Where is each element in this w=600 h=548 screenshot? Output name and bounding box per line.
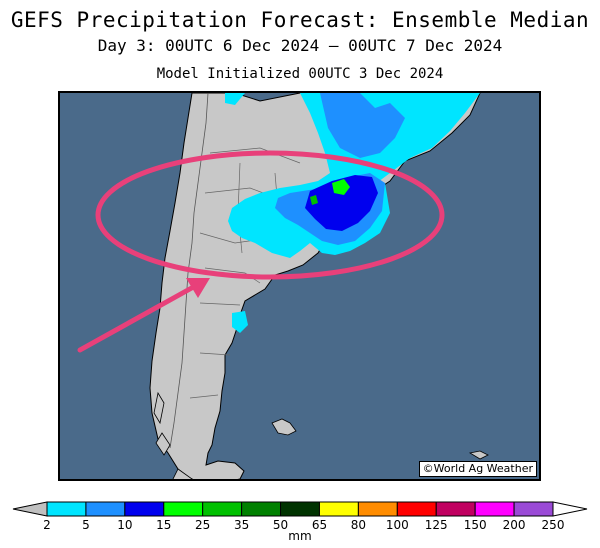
colorbar-swatch — [241, 501, 282, 517]
colorbar-tick-label: 80 — [351, 518, 366, 532]
colorbar-swatch — [202, 501, 243, 517]
colorbar-tick-label: 100 — [386, 518, 409, 532]
colorbar-tick-label: 150 — [464, 518, 487, 532]
precipitation-map: ©World Ag Weather — [58, 91, 541, 481]
colorbar-swatch — [513, 501, 554, 517]
colorbar-swatch — [85, 501, 126, 517]
precip-2-5mm-south — [232, 311, 248, 333]
colorbar-swatch — [357, 501, 398, 517]
annotation-arrow — [77, 282, 200, 353]
colorbar-swatch — [474, 501, 515, 517]
colorbar-tick-label: 5 — [82, 518, 90, 532]
colorbar-swatch — [396, 501, 437, 517]
colorbar-under-triangle — [12, 501, 48, 517]
colorbar-swatch — [46, 501, 87, 517]
south-georgia-island — [468, 450, 489, 460]
colorbar-ticks: 2 5 10 15 25 35 50 65 80 100 125 150 200 250 — [43, 518, 564, 532]
colorbar-unit: mm — [288, 529, 311, 543]
colorbar-swatch — [318, 501, 359, 517]
precip-10-15mm — [305, 175, 378, 231]
andes-border — [169, 93, 209, 449]
colorbar-tick-label: 15 — [156, 518, 171, 532]
credit-label: ©World Ag Weather — [418, 461, 537, 477]
precip-shading — [225, 93, 480, 333]
colorbar-tick-label: 200 — [503, 518, 526, 532]
model-init-time: Model Initialized 00UTC 3 Dec 2024 — [156, 66, 444, 82]
colorbar: 2 5 10 15 25 35 50 65 80 100 125 150 200 250 mm — [12, 501, 588, 543]
map-title: GEFS Precipitation Forecast: Ensemble Me… — [10, 8, 590, 32]
colorbar-tick-label: 65 — [312, 518, 327, 532]
colorbar-tick-label: 10 — [117, 518, 132, 532]
precip-25-35mm — [310, 195, 318, 205]
colorbar-tick-label: 35 — [234, 518, 249, 532]
colorbar-tick-label: 2 — [43, 518, 51, 532]
southern-islands — [153, 391, 193, 479]
colorbar-boxes — [12, 501, 588, 517]
annotation-arrowhead — [186, 278, 210, 298]
colorbar-tick-label: 25 — [195, 518, 210, 532]
colorbar-tick-label: 50 — [273, 518, 288, 532]
colorbar-swatch — [435, 501, 476, 517]
highlight-ellipse — [95, 150, 445, 280]
colorbar-tick-label: 125 — [425, 518, 448, 532]
valid-period: Day 3: 00UTC 6 Dec 2024 — 00UTC 7 Dec 20… — [97, 36, 503, 55]
colorbar-swatch — [163, 501, 204, 517]
precip-15-25mm — [332, 179, 350, 195]
map-canvas — [60, 93, 539, 479]
colorbar-over-triangle — [552, 501, 588, 517]
colorbar-tick-label: 250 — [542, 518, 565, 532]
colorbar-swatch — [280, 501, 320, 517]
colorbar-swatch — [124, 501, 165, 517]
falkland-islands — [271, 418, 297, 436]
